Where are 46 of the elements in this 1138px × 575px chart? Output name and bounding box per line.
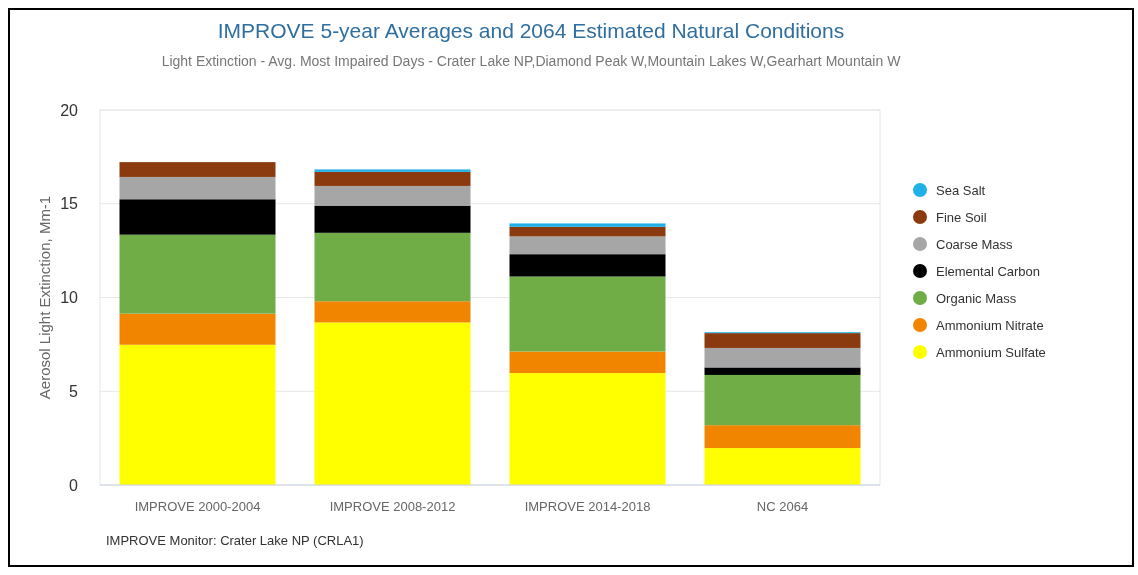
bar (509, 223, 666, 227)
y-tick-label: 0 (69, 476, 79, 494)
x-tick-label: IMPROVE 2014-2018 (524, 499, 651, 514)
y-tick-label: 10 (60, 289, 79, 307)
bar (704, 448, 861, 485)
legend-label: Organic Mass (936, 290, 1017, 306)
bar (704, 333, 861, 348)
y-tick-label: 5 (69, 382, 79, 400)
x-tick-label: IMPROVE 2000-2004 (134, 499, 261, 514)
bar (314, 301, 471, 323)
legend-label: Fine Soil (936, 209, 987, 225)
bar (509, 276, 666, 352)
x-tick-label: IMPROVE 2008-2012 (329, 499, 456, 514)
bar (704, 347, 861, 368)
bar (509, 254, 666, 277)
text: IMPROVE Monitor: Crater Lake NP (CRLA1) (106, 533, 364, 548)
bar (509, 351, 666, 374)
legend-label: Ammonium Sulfate (936, 344, 1046, 360)
bar (314, 171, 471, 186)
bar (704, 367, 861, 375)
bar (704, 425, 861, 449)
bar (314, 232, 471, 302)
x-tick-label: NC 2064 (756, 499, 809, 514)
legend-label: Elemental Carbon (936, 263, 1041, 279)
legend-label: Coarse Mass (936, 236, 1014, 252)
bar (509, 373, 666, 485)
y-axis-title: Aerosol Light Extinction, Mm-1 (36, 195, 53, 400)
y-tick-label: 15 (60, 195, 79, 213)
bar (704, 374, 861, 426)
bar (314, 322, 471, 485)
bar (119, 162, 276, 177)
bar (119, 199, 276, 235)
bar (119, 313, 276, 345)
y-tick-label: 20 (60, 101, 79, 119)
chart-subtitle: Light Extinction - Avg. Most Impaired Days - Crater Lake NP,Diamond Peak W,Mountain Lakes W,Gearhart Mountain W (161, 53, 902, 69)
bar (119, 234, 276, 314)
bar (314, 205, 471, 233)
bar (314, 185, 471, 206)
bar (314, 169, 471, 172)
bar (509, 236, 666, 255)
legend-label: Sea Salt (936, 182, 986, 198)
legend-label: Ammonium Nitrate (936, 317, 1044, 333)
bar (119, 344, 276, 485)
chart-title: IMPROVE 5-year Averages and 2064 Estimated Natural Conditions (217, 19, 845, 42)
bar (509, 226, 666, 237)
bar (119, 176, 276, 200)
